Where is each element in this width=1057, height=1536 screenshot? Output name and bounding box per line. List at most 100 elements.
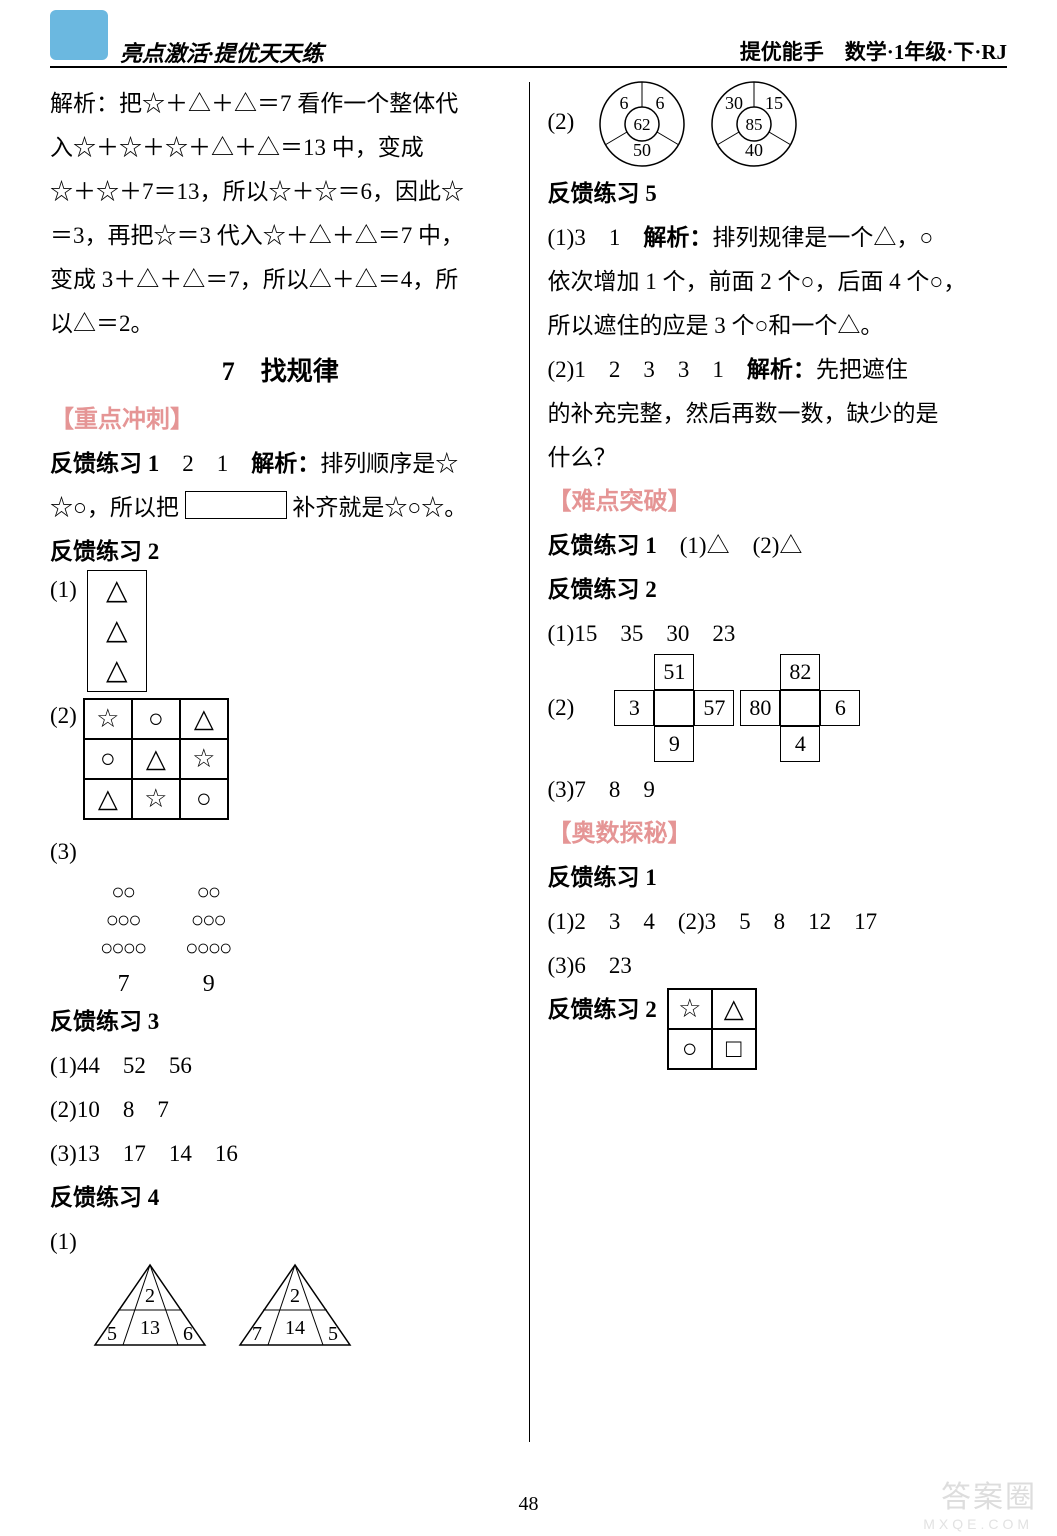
fk5-line: 什么？	[548, 436, 1008, 480]
section-title: 7 找规律	[50, 350, 511, 394]
content-columns: 解析：把☆＋△＋△＝7 看作一个整体代 入☆＋☆＋☆＋△＋△＝13 中，变成 ☆…	[50, 82, 1007, 1442]
svg-text:5: 5	[107, 1323, 117, 1345]
page-header: 亮点激活·提优天天练 提优能手 数学·1年级·下·RJ	[50, 18, 1007, 68]
header-divider	[50, 66, 1007, 68]
svg-text:2: 2	[290, 1285, 300, 1307]
pyr-row: ○○○	[191, 906, 225, 934]
solution-line: 以△＝2。	[50, 302, 511, 346]
grid-cell: △	[132, 739, 180, 779]
fk5-line: 的补充完整，然后再数一数，缺少的是	[548, 392, 1008, 436]
fk5-line: (2)1 2 3 3 1 解析：先把遮住	[548, 348, 1008, 392]
grid-cell: ○	[132, 699, 180, 739]
grid-cell: ○	[84, 739, 132, 779]
solution-line: ＝3，再把☆＝3 代入☆＋△＋△＝7 中，	[50, 214, 511, 258]
svg-text:40: 40	[745, 140, 763, 160]
ofk1-title: 反馈练习 1	[548, 856, 1008, 900]
red-heading-3: 【奥数探秘】	[548, 812, 1008, 856]
logo-icon	[50, 10, 108, 60]
header-right-title: 提优能手 数学·1年级·下·RJ	[740, 36, 1007, 66]
nfk2-title: 反馈练习 2	[548, 568, 1008, 612]
fk2-item-2: (2) ☆ ○ △ ○ △ ☆ △ ☆ ○	[50, 700, 511, 820]
fk5-line: (1)3 1 解析：排列规律是一个△，○	[548, 216, 1008, 260]
watermark-url: MXQE.COM	[923, 1516, 1033, 1532]
q2-label: (2)	[548, 100, 575, 144]
pyr-row: ○○○	[106, 906, 140, 934]
tri-cell: △	[88, 611, 146, 651]
svg-text:13: 13	[140, 1317, 160, 1339]
q2-wheels: (2) 6 6 50 62	[548, 82, 1008, 172]
wheel-1: 6 6 50 62	[594, 76, 690, 172]
solution-line: ☆＋☆＋7＝13，所以☆＋☆＝6，因此☆	[50, 170, 511, 214]
grid-cell: ☆	[180, 739, 228, 779]
fk2-2-label: (2)	[50, 694, 77, 738]
nfk2-2-label: (2)	[548, 686, 575, 730]
tri-cell: △	[88, 571, 146, 611]
shape-grid-2x2: ☆ △ ○ □	[667, 988, 757, 1070]
fk1-line-a-rest: 2 1 解析：排列顺序是☆	[159, 451, 458, 476]
plus-shape-2: 82 806 4	[740, 654, 860, 762]
left-column: 解析：把☆＋△＋△＝7 看作一个整体代 入☆＋☆＋☆＋△＋△＝13 中，变成 ☆…	[50, 82, 529, 1442]
number-triangles: 2 13 5 6 2 14 7	[80, 1260, 511, 1367]
nfk2-line: (1)15 35 30 23	[548, 612, 1008, 656]
fk4-1-label: (1)	[50, 1229, 77, 1254]
grid-cell: □	[712, 1029, 756, 1069]
fk4-item-1: (1) 2 13 5 6	[50, 1220, 511, 1367]
solution-line: 变成 3＋△＋△＝7，所以△＋△＝4，所	[50, 258, 511, 302]
plus-cell: 9	[654, 726, 694, 762]
nfk2-line: (3)7 8 9	[548, 768, 1008, 812]
fk1-b-before: ☆○，所以把	[50, 495, 179, 520]
wheel-diagrams: 6 6 50 62 30 15 40 85	[594, 76, 802, 172]
ofk1-line: (3)6 23	[548, 944, 1008, 988]
plus-cell	[780, 690, 820, 726]
grid-cell: △	[712, 989, 756, 1029]
fk2-item-3: (3) ○○ ○○○ ○○○○ 7 ○○ ○○○ ○○○○ 9	[50, 830, 511, 1000]
page: 亮点激活·提优天天练 提优能手 数学·1年级·下·RJ 解析：把☆＋△＋△＝7 …	[0, 0, 1057, 1536]
wheel-2: 30 15 40 85	[706, 76, 802, 172]
fk1-line-b: ☆○，所以把 补齐就是☆○☆。	[50, 486, 511, 530]
shape-grid-3x3: ☆ ○ △ ○ △ ☆ △ ☆ ○	[83, 698, 229, 820]
pyr-row: ○○○○	[185, 934, 230, 962]
grid-cell: △	[180, 699, 228, 739]
svg-text:50: 50	[633, 140, 651, 160]
grid-cell: ○	[668, 1029, 712, 1069]
fk2-title: 反馈练习 2	[50, 530, 511, 574]
pyr-number: 9	[203, 968, 213, 1000]
grid-cell: △	[84, 779, 132, 819]
svg-text:2: 2	[145, 1285, 155, 1307]
triangle-column-box: △ △ △	[87, 570, 147, 692]
svg-text:6: 6	[620, 93, 629, 113]
plus-cell: 57	[694, 690, 734, 726]
fk3-line: (1)44 52 56	[50, 1044, 511, 1088]
right-column: (2) 6 6 50 62	[529, 82, 1008, 1442]
pyramid-left: ○○ ○○○ ○○○○ 7	[100, 878, 145, 1000]
svg-text:30: 30	[725, 93, 743, 113]
ofk2-row: 反馈练习 2 ☆ △ ○ □	[548, 988, 1008, 1070]
pyr-row: ○○	[196, 878, 219, 906]
fk1-line-a-bold: 反馈练习 1	[50, 451, 159, 476]
grid-cell: ☆	[132, 779, 180, 819]
page-number: 48	[0, 1493, 1057, 1516]
svg-text:5: 5	[328, 1323, 338, 1345]
ofk2-label: 反馈练习 2	[548, 988, 657, 1032]
fk5-line: 所以遮住的应是 3 个○和一个△。	[548, 304, 1008, 348]
solution-line: 入☆＋☆＋☆＋△＋△＝13 中，变成	[50, 126, 511, 170]
grid-cell: ☆	[84, 699, 132, 739]
plus-cell: 3	[614, 690, 654, 726]
pyramid-right: ○○ ○○○ ○○○○ 9	[185, 878, 230, 1000]
red-heading-2: 【难点突破】	[548, 480, 1008, 524]
svg-text:7: 7	[252, 1323, 262, 1345]
grid-cell: ○	[180, 779, 228, 819]
plus-cell: 51	[654, 654, 694, 690]
fk3-title: 反馈练习 3	[50, 1000, 511, 1044]
tri-cell: △	[88, 651, 146, 691]
grid-cell: ☆	[668, 989, 712, 1029]
triangle-diagram: 2 13 5 6 2 14 7	[80, 1260, 380, 1352]
fk3-line: (2)10 8 7	[50, 1088, 511, 1132]
pyr-row: ○○	[111, 878, 134, 906]
plus-cell: 80	[740, 690, 780, 726]
fk2-item-1: (1) △ △ △	[50, 574, 511, 692]
fk2-3-label: (3)	[50, 839, 77, 864]
plus-shapes: 51 3 57 9 82 806 4	[614, 654, 860, 762]
svg-text:14: 14	[285, 1317, 305, 1339]
ofk1-line: (1)2 3 4 (2)3 5 8 12 17	[548, 900, 1008, 944]
